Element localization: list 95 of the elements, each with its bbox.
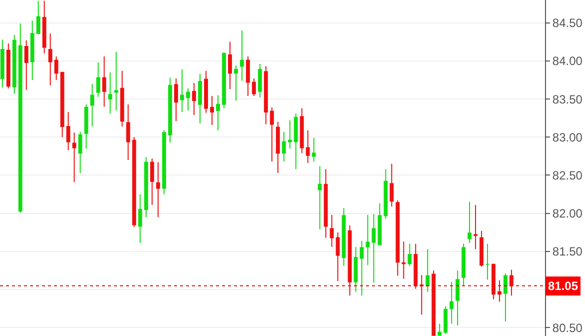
candlestick [372,214,376,284]
candlestick [378,202,382,246]
candlestick [270,106,274,162]
candlestick [204,70,208,114]
candlestick [288,120,292,150]
y-tick-label: 80.50 [552,320,583,335]
candlestick [6,42,10,89]
candlestick [36,0,40,34]
candlestick [402,241,406,280]
candlestick [324,168,328,238]
candlestick [78,131,82,174]
y-tick-label: 84.50 [552,16,583,30]
candlestick [390,163,394,207]
candlestick [342,208,346,266]
candlestick [72,132,76,183]
candlestick [300,108,304,154]
candlestick [102,56,106,108]
candlestick [150,158,154,206]
candlestick [168,77,172,143]
candlestick [0,39,4,88]
ref-line-label: 81.05 [548,279,578,293]
candlestick [444,306,448,334]
candlestick [474,204,478,250]
candlestick [318,166,322,230]
candlestick [414,243,418,290]
candlestick [96,62,100,98]
candlestick [360,240,364,296]
candlestick [84,104,88,150]
candlestick [276,121,280,174]
y-tick-label: 83.50 [552,92,583,106]
candlestick [18,23,22,214]
candlestick [306,130,310,164]
candlestick [366,214,370,266]
candlestick [192,82,196,116]
candlestick [282,131,286,162]
candlestick [108,72,112,114]
candlestick [144,156,148,218]
candlestick [492,263,496,300]
candlestick [186,88,190,111]
y-tick-label: 82.00 [552,206,583,221]
candlestick [462,243,466,286]
y-tick-label: 84.00 [552,54,583,68]
candlestick [222,52,226,109]
candlestick [54,56,58,80]
candlestick [66,112,70,151]
candlestick [336,232,340,282]
candlestick [138,194,142,244]
candlestick [216,94,220,131]
y-tick-label: 81.50 [552,244,583,259]
candlestick [132,136,136,228]
candlestick [396,200,400,276]
candlestick [30,20,34,80]
candlestick [120,70,124,127]
candlestick [420,274,424,316]
candlestick [450,281,454,324]
candlestick [246,56,250,96]
candlestick [258,64,262,98]
candlestick [48,33,52,86]
candlestick [228,41,232,90]
candlestick [198,73,202,124]
candlestick [294,113,298,170]
candlestick [114,51,118,111]
candlestick [486,243,490,280]
candlestick [42,0,46,54]
candlestick [456,270,460,326]
candlestick [408,243,412,266]
y-tick-label: 82.50 [552,168,583,182]
candlestick [174,78,178,122]
candlestick [234,65,238,102]
candlestick [509,269,514,296]
candlestick [348,225,352,296]
candlestick [312,137,316,162]
candlestick [60,72,64,138]
candlestick [432,270,436,336]
candlestick [252,78,256,96]
candlestick [156,162,160,218]
candlestick [480,230,484,268]
candlestick [24,40,28,90]
candlestick [90,83,94,127]
candlestick [210,96,214,126]
candlestick [354,246,358,292]
candlestick [162,130,166,195]
candlestick [180,68,184,112]
candlestick [426,248,430,292]
y-tick-label: 83.00 [552,130,583,144]
candlestick [468,201,472,244]
candlestick [330,214,334,248]
candlestick [438,323,442,336]
candlestick [12,34,16,94]
candlestick [240,30,244,82]
candlestick [264,66,268,125]
candlestick [498,280,502,302]
candlestick [126,104,130,160]
candlestick [504,273,508,322]
candlestick [384,168,388,220]
